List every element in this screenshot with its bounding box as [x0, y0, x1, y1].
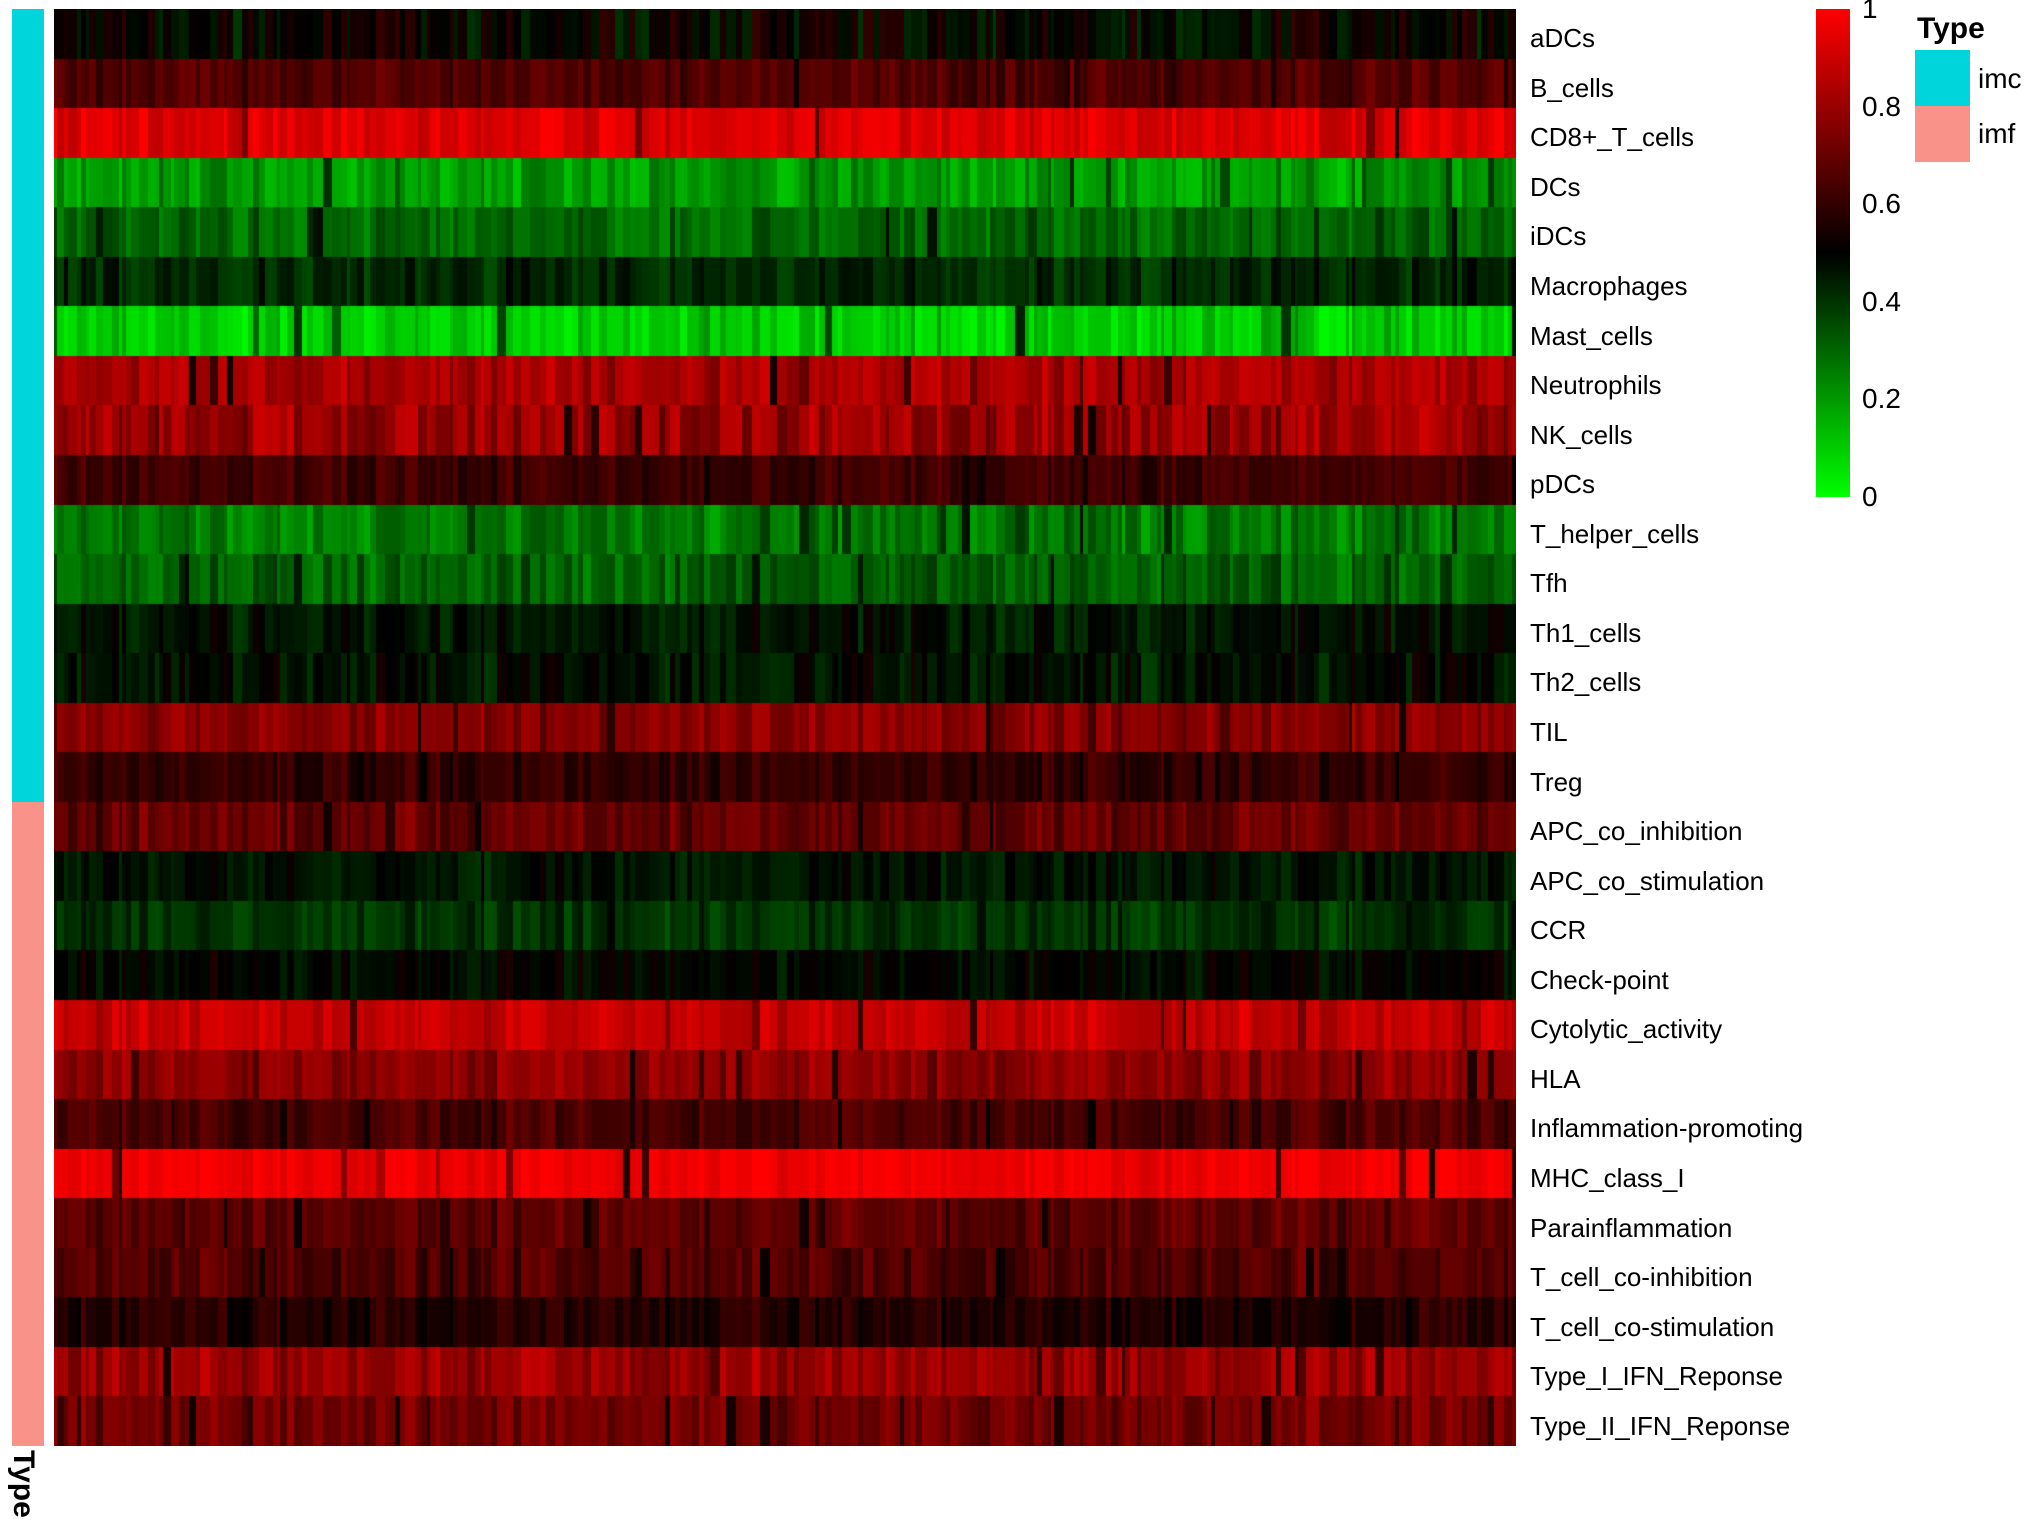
row-label-Parainflammation: Parainflammation	[1530, 1212, 1733, 1243]
row-annotation-bar	[12, 9, 44, 1446]
colorbar-tick-label-0.8: 0.8	[1862, 90, 1901, 122]
annotation-axis-title: Type	[7, 1450, 40, 1518]
row-label-Type_II_IFN_Reponse: Type_II_IFN_Reponse	[1530, 1410, 1791, 1441]
row-label-pDCs: pDCs	[1530, 469, 1596, 500]
colorbar-tick-label-0.2: 0.2	[1862, 383, 1901, 415]
row-label-Tfh: Tfh	[1530, 568, 1568, 599]
row-label-APC_co_stimulation: APC_co_stimulation	[1530, 865, 1765, 896]
annotation-segment-imc	[12, 9, 44, 802]
legend-swatch-imf	[1915, 106, 1970, 162]
row-label-T_cell_co-stimulation: T_cell_co-stimulation	[1530, 1311, 1775, 1342]
colorbar-tick-label-0: 0	[1862, 481, 1878, 512]
row-label-APC_co_inhibition: APC_co_inhibition	[1530, 816, 1743, 847]
colorbar-gradient	[1816, 9, 1850, 497]
row-label-Macrophages: Macrophages	[1530, 271, 1688, 302]
legend-swatch-imc	[1915, 50, 1970, 106]
row-label-Inflammation-promoting: Inflammation-promoting	[1530, 1113, 1804, 1144]
row-label-aDCs: aDCs	[1530, 23, 1596, 54]
annotation-segment-imf	[12, 801, 44, 1446]
row-label-Check-point: Check-point	[1530, 964, 1669, 995]
row-label-HLA: HLA	[1530, 1063, 1581, 1094]
row-label-NK_cells: NK_cells	[1530, 419, 1633, 450]
legend-label-imf: imf	[1978, 118, 2016, 149]
row-label-MHC_class_I: MHC_class_I	[1530, 1162, 1685, 1193]
row-label-T_cell_co-inhibition: T_cell_co-inhibition	[1530, 1262, 1753, 1293]
row-label-iDCs: iDCs	[1530, 221, 1587, 252]
heatmap-canvas	[54, 9, 1516, 1446]
colorbar-tick-label-1: 1	[1862, 0, 1878, 24]
colorbar-tick-label-0.6: 0.6	[1862, 188, 1901, 220]
legend-label-imc: imc	[1978, 63, 2022, 94]
colorbar-tick-label-0.4: 0.4	[1862, 285, 1901, 317]
row-label-Th1_cells: Th1_cells	[1530, 617, 1642, 648]
row-label-Treg: Treg	[1530, 766, 1583, 797]
row-label-B_cells: B_cells	[1530, 72, 1614, 103]
row-label-TIL: TIL	[1530, 717, 1568, 747]
row-label-Th2_cells: Th2_cells	[1530, 667, 1642, 698]
row-label-CD8+_T_cells: CD8+_T_cells	[1530, 122, 1695, 153]
row-label-T_helper_cells: T_helper_cells	[1530, 518, 1700, 549]
row-label-Neutrophils: Neutrophils	[1530, 370, 1662, 401]
type-legend-title: Type	[1917, 12, 1985, 45]
row-label-Mast_cells: Mast_cells	[1530, 320, 1653, 351]
row-label-Type_I_IFN_Reponse: Type_I_IFN_Reponse	[1530, 1361, 1783, 1392]
row-label-DCs: DCs	[1530, 171, 1581, 202]
row-label-Cytolytic_activity: Cytolytic_activity	[1530, 1014, 1723, 1045]
row-label-CCR: CCR	[1530, 915, 1587, 946]
